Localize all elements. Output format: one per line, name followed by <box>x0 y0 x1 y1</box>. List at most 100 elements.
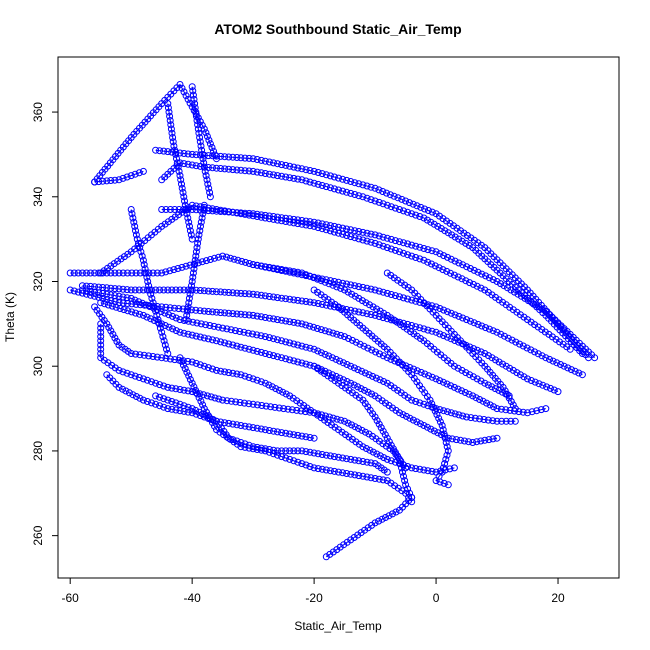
data-point <box>153 353 161 361</box>
data-point <box>440 252 448 260</box>
data-point <box>398 195 406 203</box>
data-point <box>129 391 137 399</box>
data-point <box>278 266 286 273</box>
data-point <box>342 384 349 392</box>
series-layer <box>66 81 599 561</box>
data-point <box>294 319 302 327</box>
data-point <box>217 367 225 375</box>
data-point <box>379 440 387 448</box>
data-point <box>253 156 261 163</box>
data-point <box>270 215 277 223</box>
data-point <box>489 276 497 284</box>
data-point <box>135 374 143 381</box>
data-point <box>189 318 197 326</box>
data-point <box>427 218 435 226</box>
data-point <box>184 214 192 222</box>
data-point <box>111 269 119 277</box>
data-point <box>249 424 257 432</box>
data-point <box>310 345 318 353</box>
data-point <box>158 269 166 277</box>
data-point <box>298 220 306 228</box>
data-point <box>326 550 334 558</box>
data-point <box>213 206 220 213</box>
data-point <box>245 290 253 298</box>
data-point <box>462 239 470 247</box>
data-point <box>322 226 330 234</box>
data-point <box>105 323 113 331</box>
data-point <box>423 216 431 224</box>
data-point <box>286 318 294 326</box>
data-point <box>249 212 257 220</box>
data-point <box>197 218 205 226</box>
data-point <box>459 314 467 322</box>
data-point <box>338 382 346 390</box>
data-point <box>432 375 440 383</box>
data-point <box>321 327 329 335</box>
data-point <box>302 360 310 368</box>
data-point <box>163 345 170 353</box>
series-line <box>106 374 315 439</box>
data-point <box>455 235 463 243</box>
data-point <box>376 350 383 358</box>
data-point <box>174 265 182 272</box>
data-point <box>400 207 407 215</box>
data-point <box>359 193 367 201</box>
data-point <box>447 382 455 390</box>
data-point <box>401 477 409 485</box>
data-point <box>360 342 368 350</box>
data-point <box>223 253 230 261</box>
data-point <box>358 426 366 434</box>
data-point <box>180 402 188 410</box>
data-point <box>282 218 290 225</box>
data-point <box>209 287 216 295</box>
data-point <box>185 218 193 226</box>
data-point <box>523 344 531 352</box>
data-point <box>521 294 529 302</box>
data-point <box>386 191 394 199</box>
data-point <box>450 464 458 472</box>
data-point <box>241 154 249 162</box>
data-point <box>357 385 365 393</box>
data-point <box>318 170 326 178</box>
data-point <box>152 392 160 400</box>
data-point <box>66 269 74 277</box>
data-point <box>294 341 302 349</box>
data-point <box>221 309 229 317</box>
data-point <box>166 112 174 120</box>
data-point <box>186 376 194 383</box>
data-point <box>284 405 292 413</box>
data-point <box>95 269 103 277</box>
data-point <box>330 228 338 236</box>
data-point <box>186 99 194 107</box>
data-point <box>188 83 196 91</box>
data-point <box>182 206 190 213</box>
data-point <box>152 379 160 387</box>
data-point <box>446 465 454 473</box>
data-point <box>253 168 261 176</box>
data-point <box>130 218 138 226</box>
data-point <box>192 202 200 210</box>
data-point <box>97 341 105 349</box>
data-point <box>219 252 227 260</box>
data-point <box>328 298 335 306</box>
data-point <box>119 385 126 393</box>
data-point <box>314 347 322 355</box>
data-point <box>466 265 474 272</box>
data-point <box>209 152 216 160</box>
data-point <box>421 205 429 213</box>
data-point <box>216 428 224 436</box>
data-point <box>354 366 362 374</box>
data-point <box>326 467 334 475</box>
data-point <box>99 177 107 185</box>
data-point <box>249 330 256 338</box>
data-point <box>322 553 330 561</box>
data-point <box>443 333 451 341</box>
data-point <box>497 405 505 413</box>
data-point <box>325 413 333 421</box>
data-point <box>502 362 510 370</box>
data-point <box>306 167 314 174</box>
data-point <box>78 269 86 277</box>
data-point <box>209 365 216 373</box>
data-point <box>176 400 184 408</box>
data-point <box>318 225 326 233</box>
